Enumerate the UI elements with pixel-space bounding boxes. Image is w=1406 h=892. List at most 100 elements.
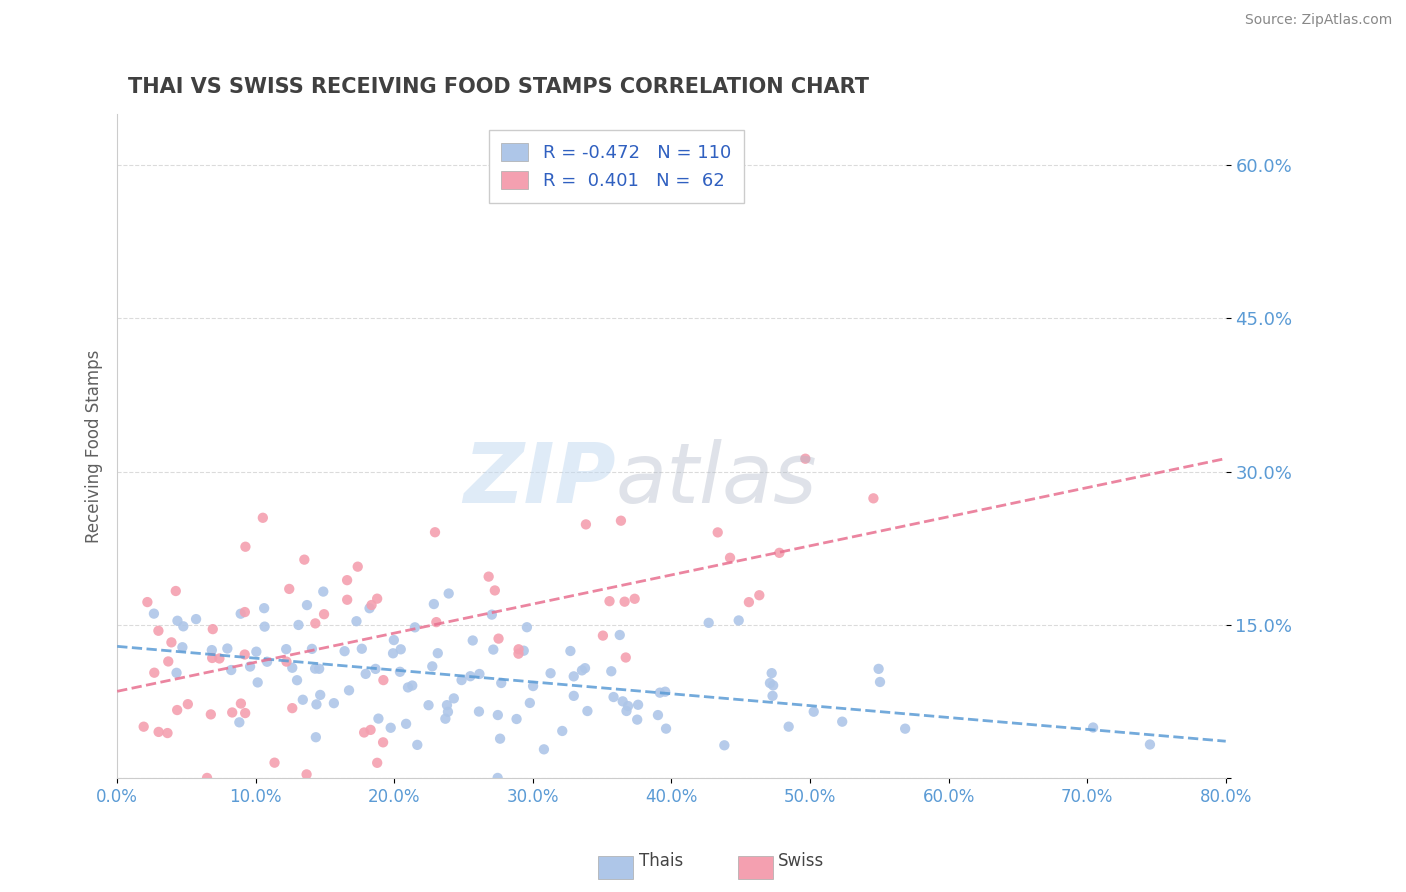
Point: [574, 661, 596, 675]
Point: [627, 698, 650, 712]
Point: [610, 514, 633, 528]
FancyBboxPatch shape: [738, 856, 773, 879]
Point: [252, 510, 274, 524]
Point: [623, 591, 645, 606]
Point: [727, 614, 749, 628]
Point: [371, 735, 394, 749]
Point: [309, 688, 332, 702]
Point: [246, 675, 269, 690]
Point: [308, 662, 330, 676]
Point: [759, 676, 782, 690]
Point: [831, 714, 853, 729]
Point: [803, 705, 825, 719]
Text: Swiss: Swiss: [779, 852, 824, 870]
Point: [166, 614, 188, 628]
Point: [312, 607, 335, 622]
Point: [229, 697, 252, 711]
Point: [278, 582, 301, 596]
Point: [761, 666, 783, 681]
Point: [592, 629, 614, 643]
Point: [401, 679, 423, 693]
Point: [245, 645, 267, 659]
Point: [359, 601, 381, 615]
Point: [380, 721, 402, 735]
Point: [201, 643, 224, 657]
Point: [406, 738, 429, 752]
Point: [626, 713, 648, 727]
Text: atlas: atlas: [616, 439, 818, 520]
Point: [337, 683, 360, 698]
Point: [404, 620, 426, 634]
Point: [762, 678, 785, 692]
Point: [748, 588, 770, 602]
Point: [233, 605, 256, 619]
Point: [437, 705, 460, 719]
Point: [346, 559, 368, 574]
Point: [894, 722, 917, 736]
Point: [862, 491, 884, 506]
Point: [353, 725, 375, 739]
Point: [201, 622, 224, 636]
Point: [366, 756, 388, 770]
Point: [423, 525, 446, 540]
Point: [486, 771, 509, 785]
Point: [148, 624, 170, 638]
Point: [136, 595, 159, 609]
Point: [165, 584, 187, 599]
Point: [648, 686, 671, 700]
FancyBboxPatch shape: [598, 856, 633, 879]
Point: [301, 641, 323, 656]
Point: [533, 742, 555, 756]
Point: [738, 595, 761, 609]
Point: [263, 756, 285, 770]
Point: [156, 726, 179, 740]
Point: [516, 620, 538, 634]
Point: [396, 681, 419, 695]
Point: [304, 616, 326, 631]
Point: [382, 633, 405, 648]
Point: [295, 767, 318, 781]
Point: [613, 595, 636, 609]
Text: Thais: Thais: [638, 852, 683, 870]
Point: [460, 669, 482, 683]
Point: [600, 665, 623, 679]
Point: [172, 619, 194, 633]
Point: [360, 723, 382, 737]
Point: [336, 573, 359, 587]
Point: [418, 698, 440, 713]
Point: [235, 540, 257, 554]
Point: [305, 730, 328, 744]
Point: [233, 706, 256, 720]
Point: [312, 584, 335, 599]
Point: [778, 720, 800, 734]
Point: [508, 647, 530, 661]
Point: [571, 664, 593, 678]
Point: [655, 722, 678, 736]
Point: [354, 666, 377, 681]
Point: [562, 689, 585, 703]
Point: [148, 725, 170, 739]
Point: [437, 586, 460, 600]
Point: [143, 665, 166, 680]
Point: [221, 706, 243, 720]
Point: [366, 591, 388, 606]
Point: [713, 739, 735, 753]
Point: [295, 598, 318, 612]
Point: [522, 679, 544, 693]
Point: [468, 667, 491, 681]
Point: [253, 601, 276, 615]
Point: [1139, 738, 1161, 752]
Point: [540, 666, 562, 681]
Point: [794, 451, 817, 466]
Point: [484, 583, 506, 598]
Point: [614, 650, 637, 665]
Point: [576, 704, 599, 718]
Point: [217, 641, 239, 656]
Point: [360, 598, 382, 612]
Point: [562, 669, 585, 683]
Point: [508, 642, 530, 657]
Point: [219, 663, 242, 677]
Legend: R = -0.472   N = 110, R =  0.401   N =  62: R = -0.472 N = 110, R = 0.401 N = 62: [488, 130, 744, 203]
Point: [195, 771, 218, 785]
Point: [488, 632, 510, 646]
